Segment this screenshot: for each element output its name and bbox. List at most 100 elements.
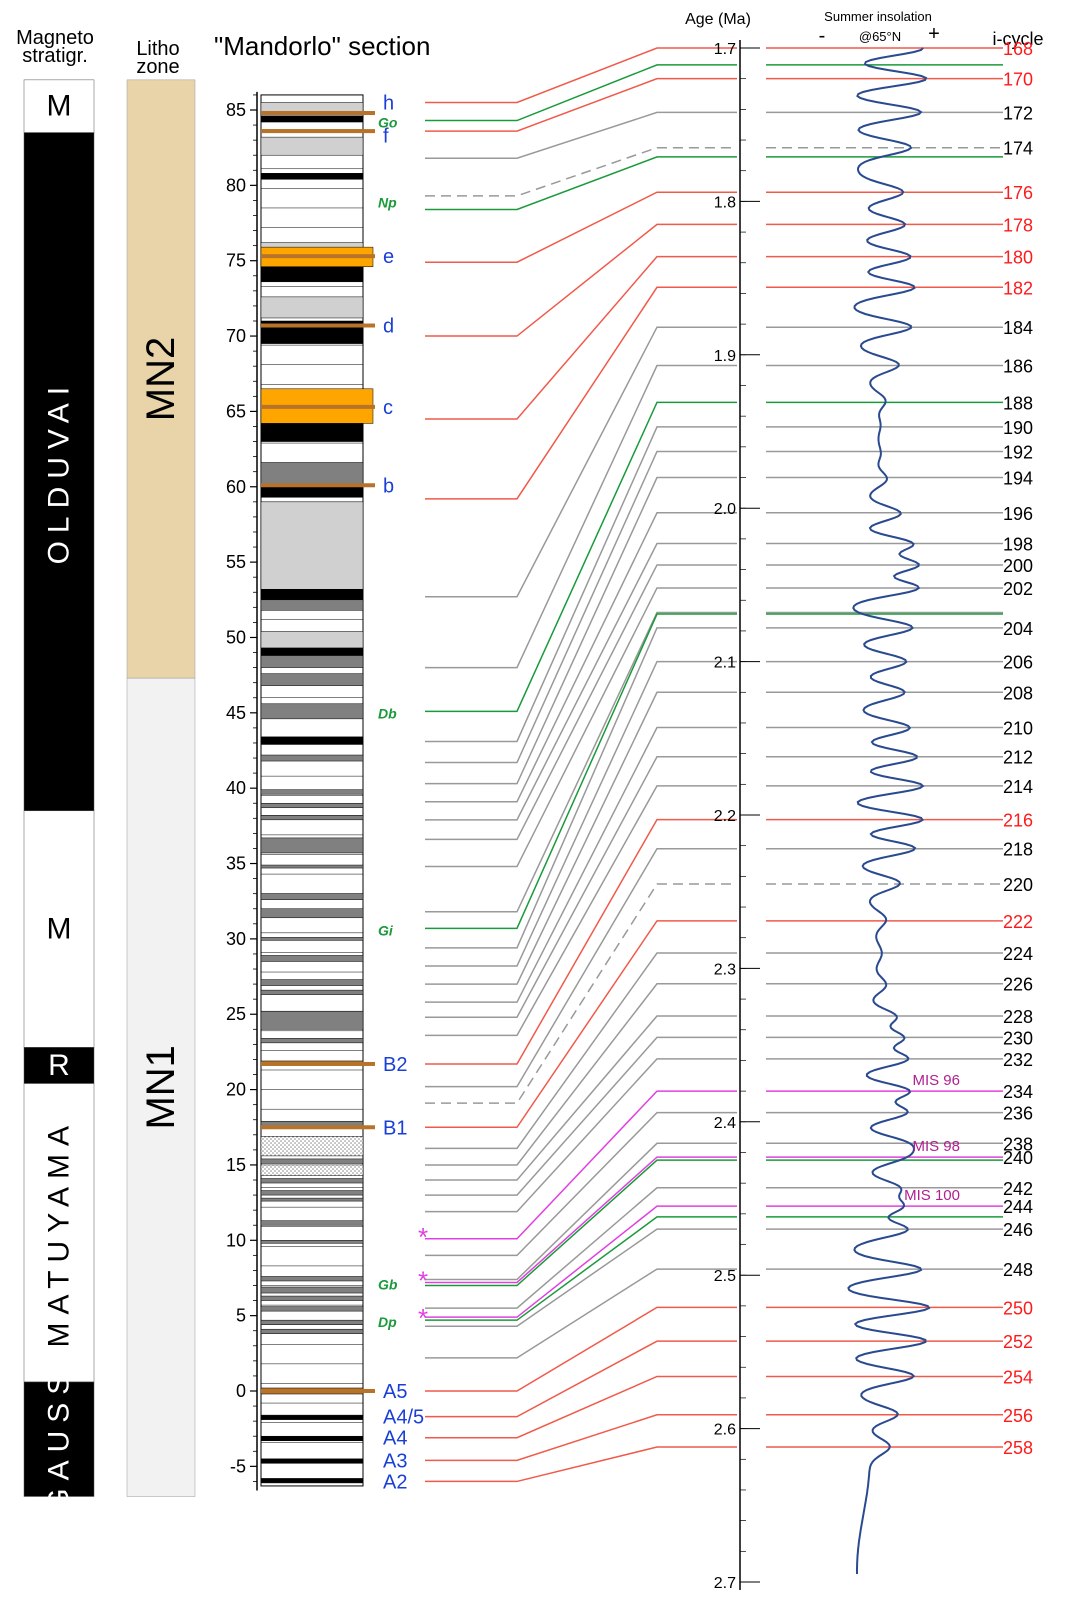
depth-tick-label: 45 [226,703,246,723]
lithology-bed [260,989,364,995]
icycle-label: 226 [1003,975,1033,995]
tie-line [425,755,737,1018]
tie-line [425,1228,737,1327]
tie-line [425,1015,737,1181]
layer-label: c [383,397,393,419]
layer-label: d [383,316,394,338]
sapropel-marker [261,404,375,409]
magneto-zone-label: M [47,90,72,123]
depth-tick-label: 70 [226,326,246,346]
lithology-bed [260,1435,364,1441]
depth-tick-label: 55 [226,552,246,572]
icycle-label: 248 [1003,1260,1033,1280]
lithology-bed [260,1220,364,1226]
tie-line [425,64,737,122]
age-tick-label: 1.7 [714,41,736,58]
icycle-label: 170 [1003,70,1033,90]
icycle-label: 168 [1003,39,1033,59]
depth-tick-label: 25 [226,1004,246,1024]
icycle-label: 232 [1003,1050,1033,1070]
depth-tick-label: 40 [226,778,246,798]
icycle-label: 214 [1003,777,1033,797]
tie-line [425,691,737,985]
tie-line [425,1268,737,1359]
icycle-label: 212 [1003,748,1033,768]
lithology-bed [260,486,364,498]
lithology-bed [260,1190,364,1196]
tie-line [425,401,737,713]
magneto-zone [23,79,95,133]
sapropel-marker [261,254,375,259]
insolation-title: Summer insolation [824,9,932,24]
lithology-bed [260,631,364,649]
litho-zone-label: MN2 [139,337,183,421]
mis-label: MIS 100 [904,1187,960,1204]
layer-label: Np [378,194,397,210]
lithology-bed [260,703,364,720]
age-axis: 1.7 1.8 1.9 2.0 2.1 2.2 2.3 2.4 2.5 2.6 2.7 [714,40,760,1592]
icycle-label: 246 [1003,1220,1033,1240]
tie-line [425,111,737,159]
layer-label: * [418,1303,428,1333]
lithology-bed [260,599,364,611]
magneto-zone-label: GAUSS [43,1367,76,1512]
icycle-label: 228 [1003,1007,1033,1027]
depth-tick-label: 75 [226,251,246,271]
tie-line [425,364,737,669]
icycle-label: 172 [1003,103,1033,123]
lithology-bed [260,655,364,668]
icycle-label: 194 [1003,469,1033,489]
depth-tick-label: 15 [226,1155,246,1175]
depth-tick-label: 50 [226,627,246,647]
age-tick-label: 2.2 [714,808,736,825]
icycle-label: 198 [1003,534,1033,554]
lithology-bed [260,1295,364,1301]
tie-line [425,587,737,868]
lithology-bed [260,1178,364,1184]
icycle-label: 188 [1003,393,1033,413]
tie-line [425,883,737,1104]
lithology-bed [260,1478,364,1484]
lithology-bed [260,937,364,941]
depth-tick-label: 85 [226,100,246,120]
tie-line [425,564,737,841]
tie-line [425,47,737,104]
icycle-label: 180 [1003,248,1033,268]
icycle-label: 184 [1003,318,1033,338]
tie-line [425,1187,737,1309]
icycle-title: i-cycle [992,29,1043,49]
icycle-label: 258 [1003,1438,1033,1458]
litho-zone-column: MN2 MN1 [126,79,196,1497]
tie-line [425,785,737,1037]
tie-line [425,512,737,803]
lithology-bed [260,979,364,986]
tie-line [425,191,737,263]
lithology-bed [260,837,364,854]
tie-line [425,326,737,598]
magneto-zone-label: MATUYAMA [43,1118,76,1348]
lithology-bed [260,136,364,156]
tie-line [425,1205,737,1318]
layer-label: A4 [383,1428,407,1450]
icycle-label: 236 [1003,1104,1033,1124]
age-tick-label: 1.9 [714,348,736,365]
icycle-label: 238 [1003,1134,1033,1154]
litho-zone-label: MN1 [139,1045,183,1129]
depth-tick-label: 80 [226,175,246,195]
magneto-zone-label: OLDUVAI [43,379,76,564]
layer-label: e [383,246,394,268]
layer-label: f [383,126,389,148]
insolation-curve [847,47,931,1574]
tie-line [425,77,737,132]
mis-label: MIS 98 [912,1138,960,1155]
lithology-bed [260,1458,364,1464]
depth-tick-label: 0 [236,1381,246,1401]
tie-lines [425,47,1003,1483]
header-litho-line2: zone [136,56,179,78]
magneto-zone [23,1083,95,1383]
sapropel-marker [261,323,375,328]
lithology-bed [260,1276,364,1282]
age-tick-label: 2.7 [714,1575,736,1592]
